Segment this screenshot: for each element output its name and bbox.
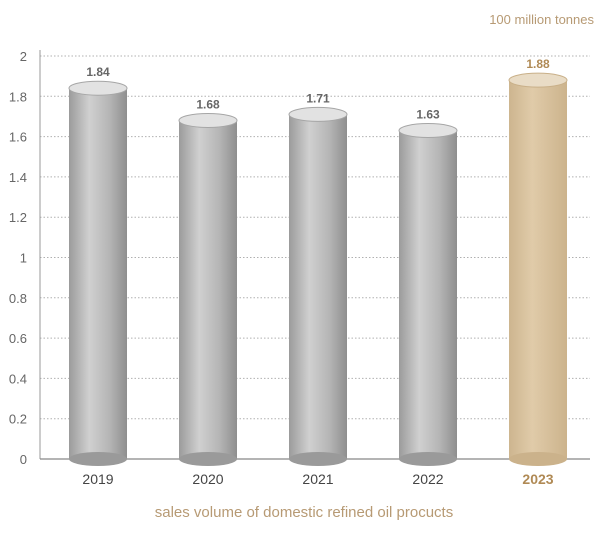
bar-base-2020 <box>179 452 237 466</box>
bar-2020 <box>179 120 237 459</box>
y-tick-1: 1 <box>20 251 27 266</box>
x-tick-2023: 2023 <box>522 471 553 487</box>
y-tick-1.6: 1.6 <box>9 130 27 145</box>
bar-base-2019 <box>69 452 127 466</box>
bar-base-2021 <box>289 452 347 466</box>
unit-label: 100 million tonnes <box>489 12 594 27</box>
y-tick-0.2: 0.2 <box>9 412 27 427</box>
bar-top-2019 <box>68 80 128 96</box>
bar-top-2021 <box>288 106 348 122</box>
y-tick-1.2: 1.2 <box>9 210 27 225</box>
bar-base-2023 <box>509 452 567 466</box>
chart-caption: sales volume of domestic refined oil pro… <box>154 504 454 521</box>
value-label-2023: 1.88 <box>526 57 550 71</box>
y-tick-1.8: 1.8 <box>9 89 27 104</box>
y-tick-0.4: 0.4 <box>9 371 27 386</box>
x-tick-2021: 2021 <box>302 471 333 487</box>
bar-top-2023 <box>508 72 568 88</box>
bar-top-2022 <box>398 123 458 139</box>
x-tick-2019: 2019 <box>82 471 113 487</box>
x-tick-2022: 2022 <box>412 471 443 487</box>
value-label-2021: 1.71 <box>306 91 330 105</box>
y-tick-2: 2 <box>20 49 27 64</box>
y-tick-0: 0 <box>20 452 27 467</box>
y-tick-0.6: 0.6 <box>9 331 27 346</box>
value-label-2020: 1.68 <box>196 97 220 111</box>
bar-2019 <box>69 88 127 460</box>
value-label-2019: 1.84 <box>86 65 110 79</box>
bar-2022 <box>399 130 457 459</box>
y-tick-1.4: 1.4 <box>9 170 27 185</box>
bar-top-2020 <box>178 112 238 128</box>
bar-2021 <box>289 114 347 459</box>
x-tick-2020: 2020 <box>192 471 223 487</box>
bar-2023 <box>509 80 567 460</box>
bar-base-2022 <box>399 452 457 466</box>
value-label-2022: 1.63 <box>416 108 440 122</box>
y-tick-0.8: 0.8 <box>9 291 27 306</box>
